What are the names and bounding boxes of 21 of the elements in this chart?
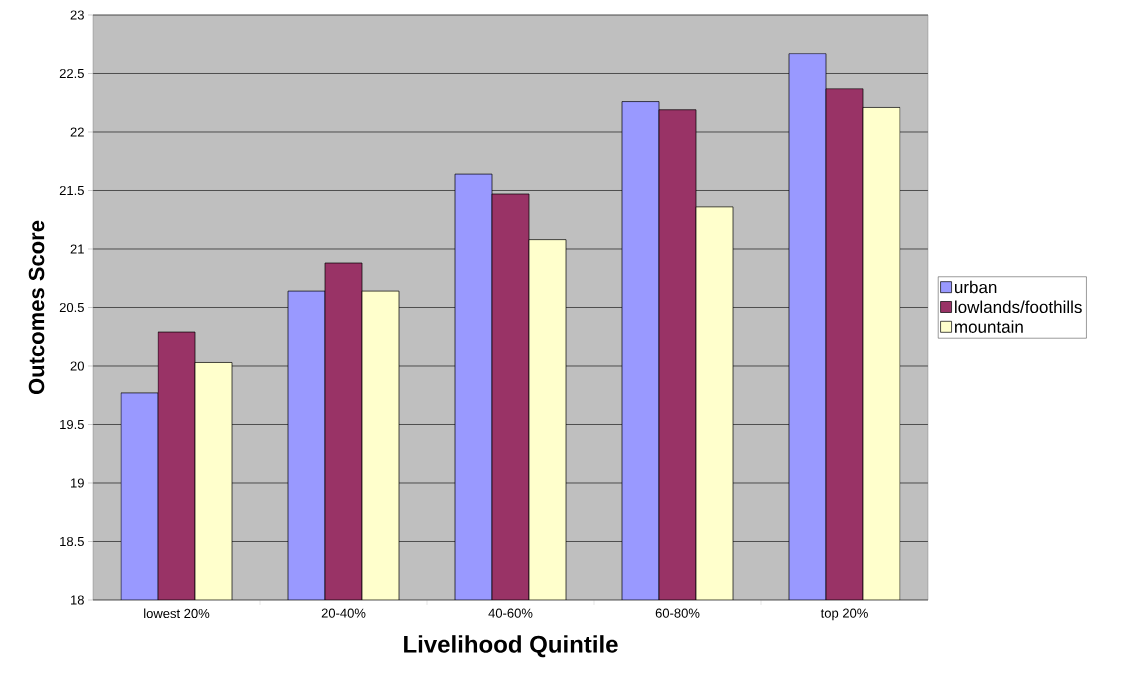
y-tick-label: 18: [71, 595, 84, 605]
x-tick-label: 60-80%: [655, 608, 700, 618]
y-tick-label: 20: [70, 361, 84, 371]
legend-label: mountain: [955, 320, 1023, 333]
x-tick-label: top 20%: [820, 608, 868, 621]
y-tick-label: 19.5: [60, 419, 84, 430]
y-tick-label: 18.5: [60, 536, 84, 547]
legend-label: lowlands/foothills: [955, 300, 1082, 314]
legend-label: urban: [955, 280, 997, 294]
x-tick-label: lowest 20%: [144, 608, 210, 619]
x-axis-title: Livelihood Quintile: [404, 635, 618, 658]
y-tick-label: 22: [70, 127, 84, 137]
x-tick-label: 40-60%: [488, 608, 533, 618]
y-tick-label: 21.5: [59, 185, 84, 196]
y-tick-label: 21: [70, 244, 84, 254]
y-tick-label: 20.5: [59, 302, 84, 313]
y-tick-label: 19: [71, 478, 84, 488]
y-axis-title: Outcomes Score: [28, 220, 45, 394]
x-tick-label: 20-40%: [321, 608, 366, 618]
y-tick-label: 23: [70, 10, 84, 20]
y-tick-label: 22.5: [59, 68, 84, 79]
